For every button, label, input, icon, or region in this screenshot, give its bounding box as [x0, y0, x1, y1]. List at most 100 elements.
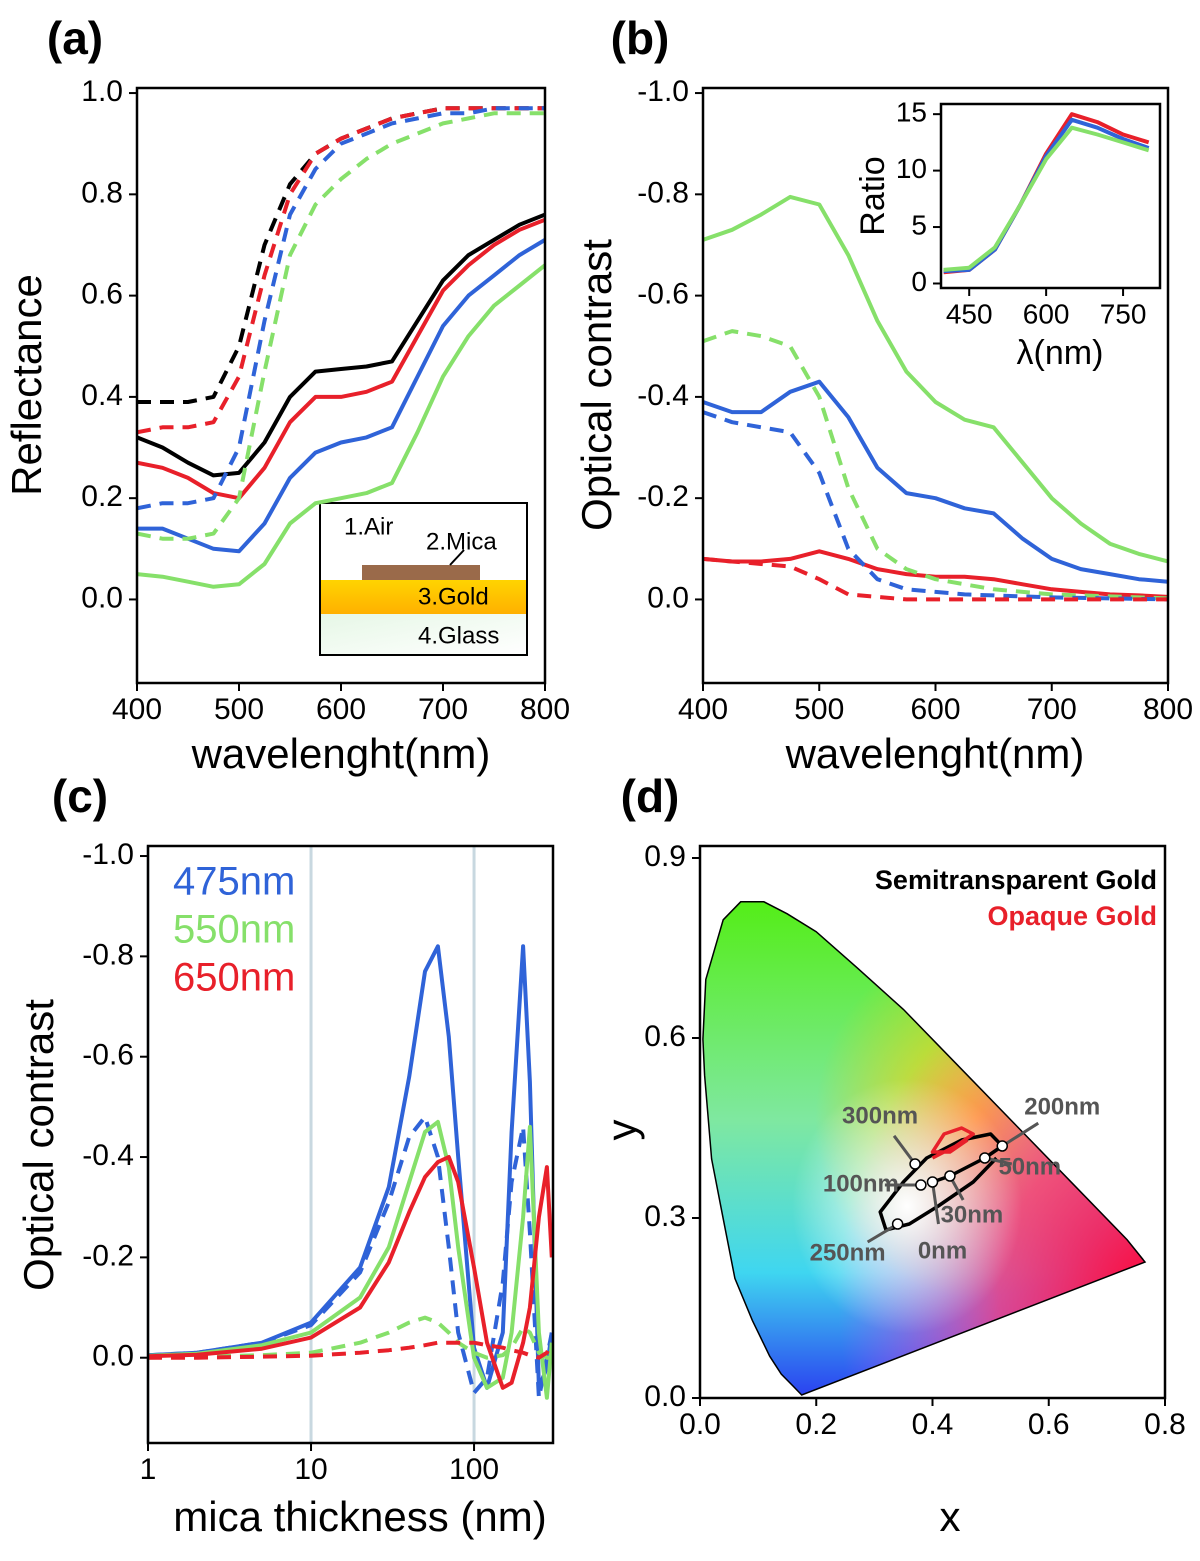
cie-diagram: [702, 901, 1145, 1395]
panel: 400 500 600 700 800 0.0 0.2 0.4 0.6 0.8 1.0 wavelen…: [3, 12, 570, 777]
panel-label: (c): [52, 770, 108, 822]
y-tick-label: 0.0: [644, 1380, 686, 1413]
plot-frame: [939, 102, 1162, 290]
series-line: [943, 125, 1150, 272]
x-tick-label: 800: [520, 693, 570, 726]
layer-label: 1.Air: [344, 513, 393, 540]
spectral-locus: [702, 901, 1147, 1396]
y-tick-label: -0.4: [637, 379, 689, 412]
y-tick-label: -0.6: [82, 1039, 134, 1072]
y-tick-label: -1.0: [637, 75, 689, 108]
series-line: [137, 106, 545, 511]
x-tick-label: 500: [794, 693, 844, 726]
y-tick-label: -1.0: [82, 838, 134, 871]
x-tick-label: 1: [140, 1453, 157, 1486]
series-line: [703, 194, 1168, 564]
series-line: [148, 1340, 553, 1360]
series-line: [148, 1114, 553, 1400]
panel: 400 500 600 700 800 -1.0 -0.8 -0.6 -0.4 -0.2 0.0 wa…: [573, 12, 1193, 777]
y-axis-title: Ratio: [854, 156, 892, 235]
point: [996, 1140, 1008, 1152]
point-label: 250nm: [810, 1239, 886, 1266]
y-tick-label: -0.8: [637, 176, 689, 209]
y-tick-label: 0.2: [81, 480, 123, 513]
point: [926, 1176, 939, 1188]
x-tick-label: 600: [910, 693, 960, 726]
point: [915, 1179, 927, 1191]
series-line: [137, 111, 545, 541]
point: [979, 1152, 991, 1164]
panel: 300nm 200nm 100nm 50nm 30nm 0nm 250nm 0.0 0.2 0.4…: [598, 770, 1186, 1540]
y-axis-title: y: [598, 1120, 645, 1141]
x-tick-label: 0.0: [679, 1408, 721, 1441]
point-label: 200nm: [1024, 1093, 1100, 1120]
y-tick-label: -0.8: [82, 938, 134, 971]
y-tick-label: 0: [911, 266, 927, 297]
series-group: [148, 944, 553, 1400]
layer-label: 2.Mica: [426, 528, 497, 555]
y-tick-label: 0.0: [92, 1340, 134, 1373]
series-line: [703, 556, 1168, 602]
x-tick-label: 700: [418, 693, 468, 726]
series-line: [703, 410, 1168, 602]
y-tick-label: 0.9: [644, 840, 686, 873]
x-tick-label: 750: [1100, 298, 1147, 329]
inset-background: [941, 104, 1160, 288]
panel: 1 10 100 -1.0 -0.8 -0.6 -0.4 -0.2 0.0 mica thickn…: [15, 770, 555, 1540]
point: [891, 1218, 904, 1230]
legend-entry: Semitransparent Gold: [875, 865, 1157, 895]
x-axis-title: x: [940, 1493, 961, 1540]
y-tick-label: 5: [911, 209, 927, 240]
series-line: [703, 549, 1168, 599]
x-tick-label: 450: [946, 298, 993, 329]
x-axis-title: λ(nm): [1017, 334, 1104, 372]
leader-line: [1001, 1121, 1040, 1148]
leader-line: [892, 1134, 917, 1165]
x-tick-label: 600: [1023, 298, 1070, 329]
x-tick-label: 10: [294, 1453, 327, 1486]
y-tick-label: -0.6: [637, 278, 689, 311]
point-label: 300nm: [842, 1102, 918, 1129]
x-tick-label: 0.2: [795, 1408, 837, 1441]
point-label: 0nm: [918, 1237, 967, 1264]
series-line: [137, 217, 545, 501]
point: [909, 1158, 921, 1170]
panel-label: (b): [611, 12, 670, 64]
series-line: [137, 238, 545, 554]
x-tick-label: 0.6: [1028, 1408, 1070, 1441]
series-line: [148, 1315, 552, 1360]
y-tick-label: 0.6: [81, 278, 123, 311]
series-group: [137, 106, 545, 589]
panel-label: (a): [47, 12, 103, 64]
legend-entry: 550nm: [173, 908, 295, 952]
y-tick-label: 0.8: [81, 176, 123, 209]
series-line: [148, 1155, 553, 1390]
y-axis-title: Optical contrast: [15, 999, 62, 1291]
y-axis-title: Reflectance: [3, 274, 50, 496]
x-axis-title: wavelenght(nm): [191, 730, 491, 777]
legend-entry: Opaque Gold: [987, 901, 1157, 931]
series-group: [703, 194, 1168, 602]
layer-inset: 1.Air 2.Mica 3.Gold 4.Glass: [319, 502, 528, 656]
x-tick-label: 500: [214, 693, 264, 726]
y-tick-label: -0.2: [82, 1239, 134, 1272]
x-tick-label: 400: [678, 693, 728, 726]
y-tick-label: 0.6: [644, 1020, 686, 1053]
y-tick-label: 0.0: [81, 581, 123, 614]
series-line: [137, 212, 545, 478]
x-axis-title: wavelenght(nm): [785, 730, 1085, 777]
x-tick-label: 0.8: [1144, 1408, 1186, 1441]
y-axis-title: Optical contrast: [573, 239, 620, 531]
leader-line: [866, 1222, 899, 1244]
point-label: 30nm: [941, 1201, 1004, 1228]
x-tick-label: 600: [316, 693, 366, 726]
panel-label: (d): [621, 770, 680, 822]
x-axis-title: mica thickness (nm): [173, 1493, 546, 1540]
y-tick-label: 15: [896, 97, 927, 128]
x-tick-label: 100: [449, 1453, 499, 1486]
series-line: [148, 1119, 553, 1400]
x-tick-label: 0.4: [912, 1408, 954, 1441]
series-line: [137, 263, 545, 589]
